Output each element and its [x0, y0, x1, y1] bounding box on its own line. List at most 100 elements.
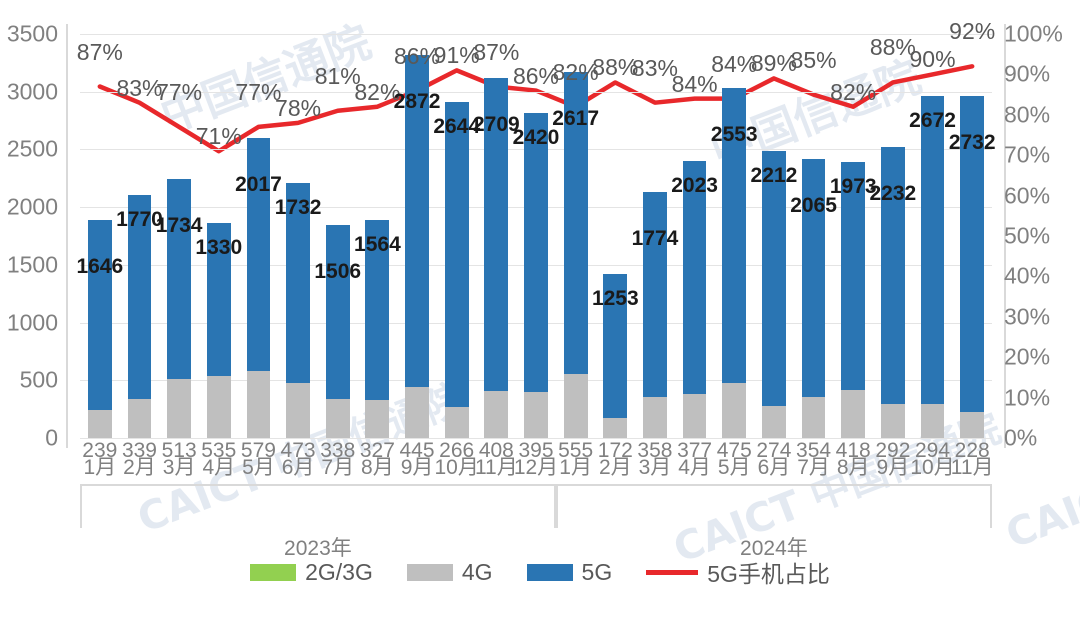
bar-segment-4g: [801, 397, 826, 438]
bar-column[interactable]: [722, 88, 747, 438]
bar-column[interactable]: [920, 95, 945, 438]
legend-item[interactable]: 5G手机占比: [646, 555, 830, 589]
legend-item[interactable]: 4G: [406, 559, 493, 586]
legend-color-swatch: [406, 563, 453, 581]
bar-column[interactable]: [286, 183, 310, 438]
bar-column[interactable]: [405, 55, 429, 438]
bar-column[interactable]: [524, 113, 548, 438]
line-value-label-5g-share: 88%: [592, 54, 639, 81]
bar-segment-4g: [246, 371, 271, 438]
bar-segment-4g: [405, 386, 429, 438]
bar-segment-4g: [603, 418, 628, 438]
line-path-5g-share: [97, 64, 975, 154]
bar-segment-5g: [87, 220, 112, 411]
bar-value-label-4g: 473: [280, 439, 316, 462]
bar-value-label-5g: 2212: [750, 164, 798, 188]
x-axis-tick-label: 1月: [559, 456, 592, 479]
bar-value-label-5g: 1564: [354, 232, 401, 256]
bar-value-label-4g: 408: [478, 439, 514, 462]
bar-segment-4g: [167, 378, 192, 438]
x-axis-tick-label: 11月: [950, 456, 994, 479]
bar-value-label-4g: 266: [439, 439, 475, 462]
bar-value-label-5g: 2553: [710, 123, 758, 147]
legend-item[interactable]: 5G: [526, 559, 612, 586]
bar-column[interactable]: [484, 78, 509, 438]
legend-color-swatch: [250, 563, 297, 581]
bar-value-label-5g: 1774: [631, 226, 679, 250]
x-axis-tick-label: 3月: [638, 456, 672, 479]
x-axis-tick-label: 11月: [474, 456, 518, 479]
bar-value-label-4g: 445: [399, 439, 435, 462]
x-axis-tick-label: 8月: [836, 456, 870, 479]
line-value-label-5g-share: 87%: [76, 38, 123, 65]
bar-value-label-4g: 418: [835, 439, 871, 462]
bar-segment-5g: [682, 160, 707, 395]
line-value-label-5g-share: 77%: [235, 78, 282, 105]
y-axis-tick-right: 0%: [1004, 424, 1038, 451]
legend-item[interactable]: 2G/3G: [250, 559, 373, 586]
bar-segment-4g: [286, 383, 310, 438]
bar-column[interactable]: [880, 146, 905, 438]
bar-segment-4g: [127, 398, 152, 438]
bar-value-label-4g: 475: [716, 439, 752, 462]
line-value-label-5g-share: 77%: [156, 78, 203, 105]
plot-frame: [66, 24, 1006, 448]
x-axis-tick-label: 9月: [400, 456, 434, 479]
y-axis-tick-right: 100%: [1004, 20, 1063, 47]
y-axis-tick-left: 500: [19, 366, 58, 393]
bar-value-label-4g: 228: [954, 439, 990, 462]
x-axis-tick-label: 1月: [83, 456, 117, 479]
x-axis-tick-label: 10月: [910, 456, 955, 479]
bar-value-label-4g: 338: [320, 439, 356, 462]
bar-column[interactable]: [960, 96, 985, 438]
bar-value-label-5g: 2420: [512, 126, 560, 150]
bar-value-label-4g: 395: [518, 439, 554, 462]
x-axis-group-label: 2023年: [284, 537, 352, 560]
bar-column[interactable]: [127, 194, 152, 438]
bar-segment-4g: [524, 392, 548, 438]
bar-value-label-5g: 1973: [829, 175, 877, 198]
bar-column[interactable]: [762, 151, 786, 438]
bar-column[interactable]: [603, 273, 628, 438]
bar-column[interactable]: [206, 222, 231, 438]
y-axis-tick-right: 30%: [1004, 303, 1051, 330]
bar-segment-4g: [365, 400, 390, 438]
bar-column[interactable]: [444, 102, 469, 438]
bar-segment-4g: [87, 410, 112, 438]
bar-value-label-4g: 513: [161, 439, 197, 462]
bar-value-label-5g: 2672: [909, 108, 956, 132]
bar-column[interactable]: [682, 160, 707, 438]
x-axis-tick-label: 5月: [717, 456, 751, 479]
x-axis-tick-label: 3月: [162, 456, 196, 479]
y-axis-tick-left: 1000: [6, 309, 58, 336]
line-value-label-5g-share: 86%: [394, 42, 441, 69]
bar-column[interactable]: [167, 178, 192, 438]
bar-column[interactable]: [841, 162, 866, 438]
bar-column[interactable]: [87, 220, 112, 438]
bar-column[interactable]: [563, 71, 588, 438]
y-axis-tick-right: 70%: [1004, 141, 1051, 168]
bar-segment-5g: [365, 219, 390, 401]
bar-value-label-4g: 274: [756, 439, 792, 462]
line-value-label-5g-share: 87%: [473, 38, 520, 65]
x-axis-group-bracket: [80, 484, 556, 528]
bar-segment-5g: [484, 78, 509, 391]
y-axis-tick-right: 10%: [1004, 384, 1051, 411]
bar-segment-5g: [405, 55, 429, 387]
bar-value-label-4g: 239: [82, 439, 118, 462]
bar-value-label-4g: 294: [914, 439, 951, 462]
bar-value-label-4g: 354: [796, 439, 832, 462]
bar-column[interactable]: [801, 158, 826, 438]
bar-value-label-4g: 377: [677, 439, 713, 462]
bar-column[interactable]: [246, 138, 271, 438]
bar-column[interactable]: [325, 225, 350, 438]
bar-segment-4g: [841, 389, 866, 438]
x-axis-group-label: 2024年: [740, 537, 808, 560]
x-axis-tick-label: 6月: [757, 456, 791, 479]
y-axis-tick-right: 90%: [1004, 60, 1051, 87]
x-axis-tick-label: 5月: [242, 456, 275, 479]
bar-column[interactable]: [643, 191, 667, 438]
bar-segment-5g: [880, 146, 905, 405]
bar-column[interactable]: [365, 219, 390, 438]
